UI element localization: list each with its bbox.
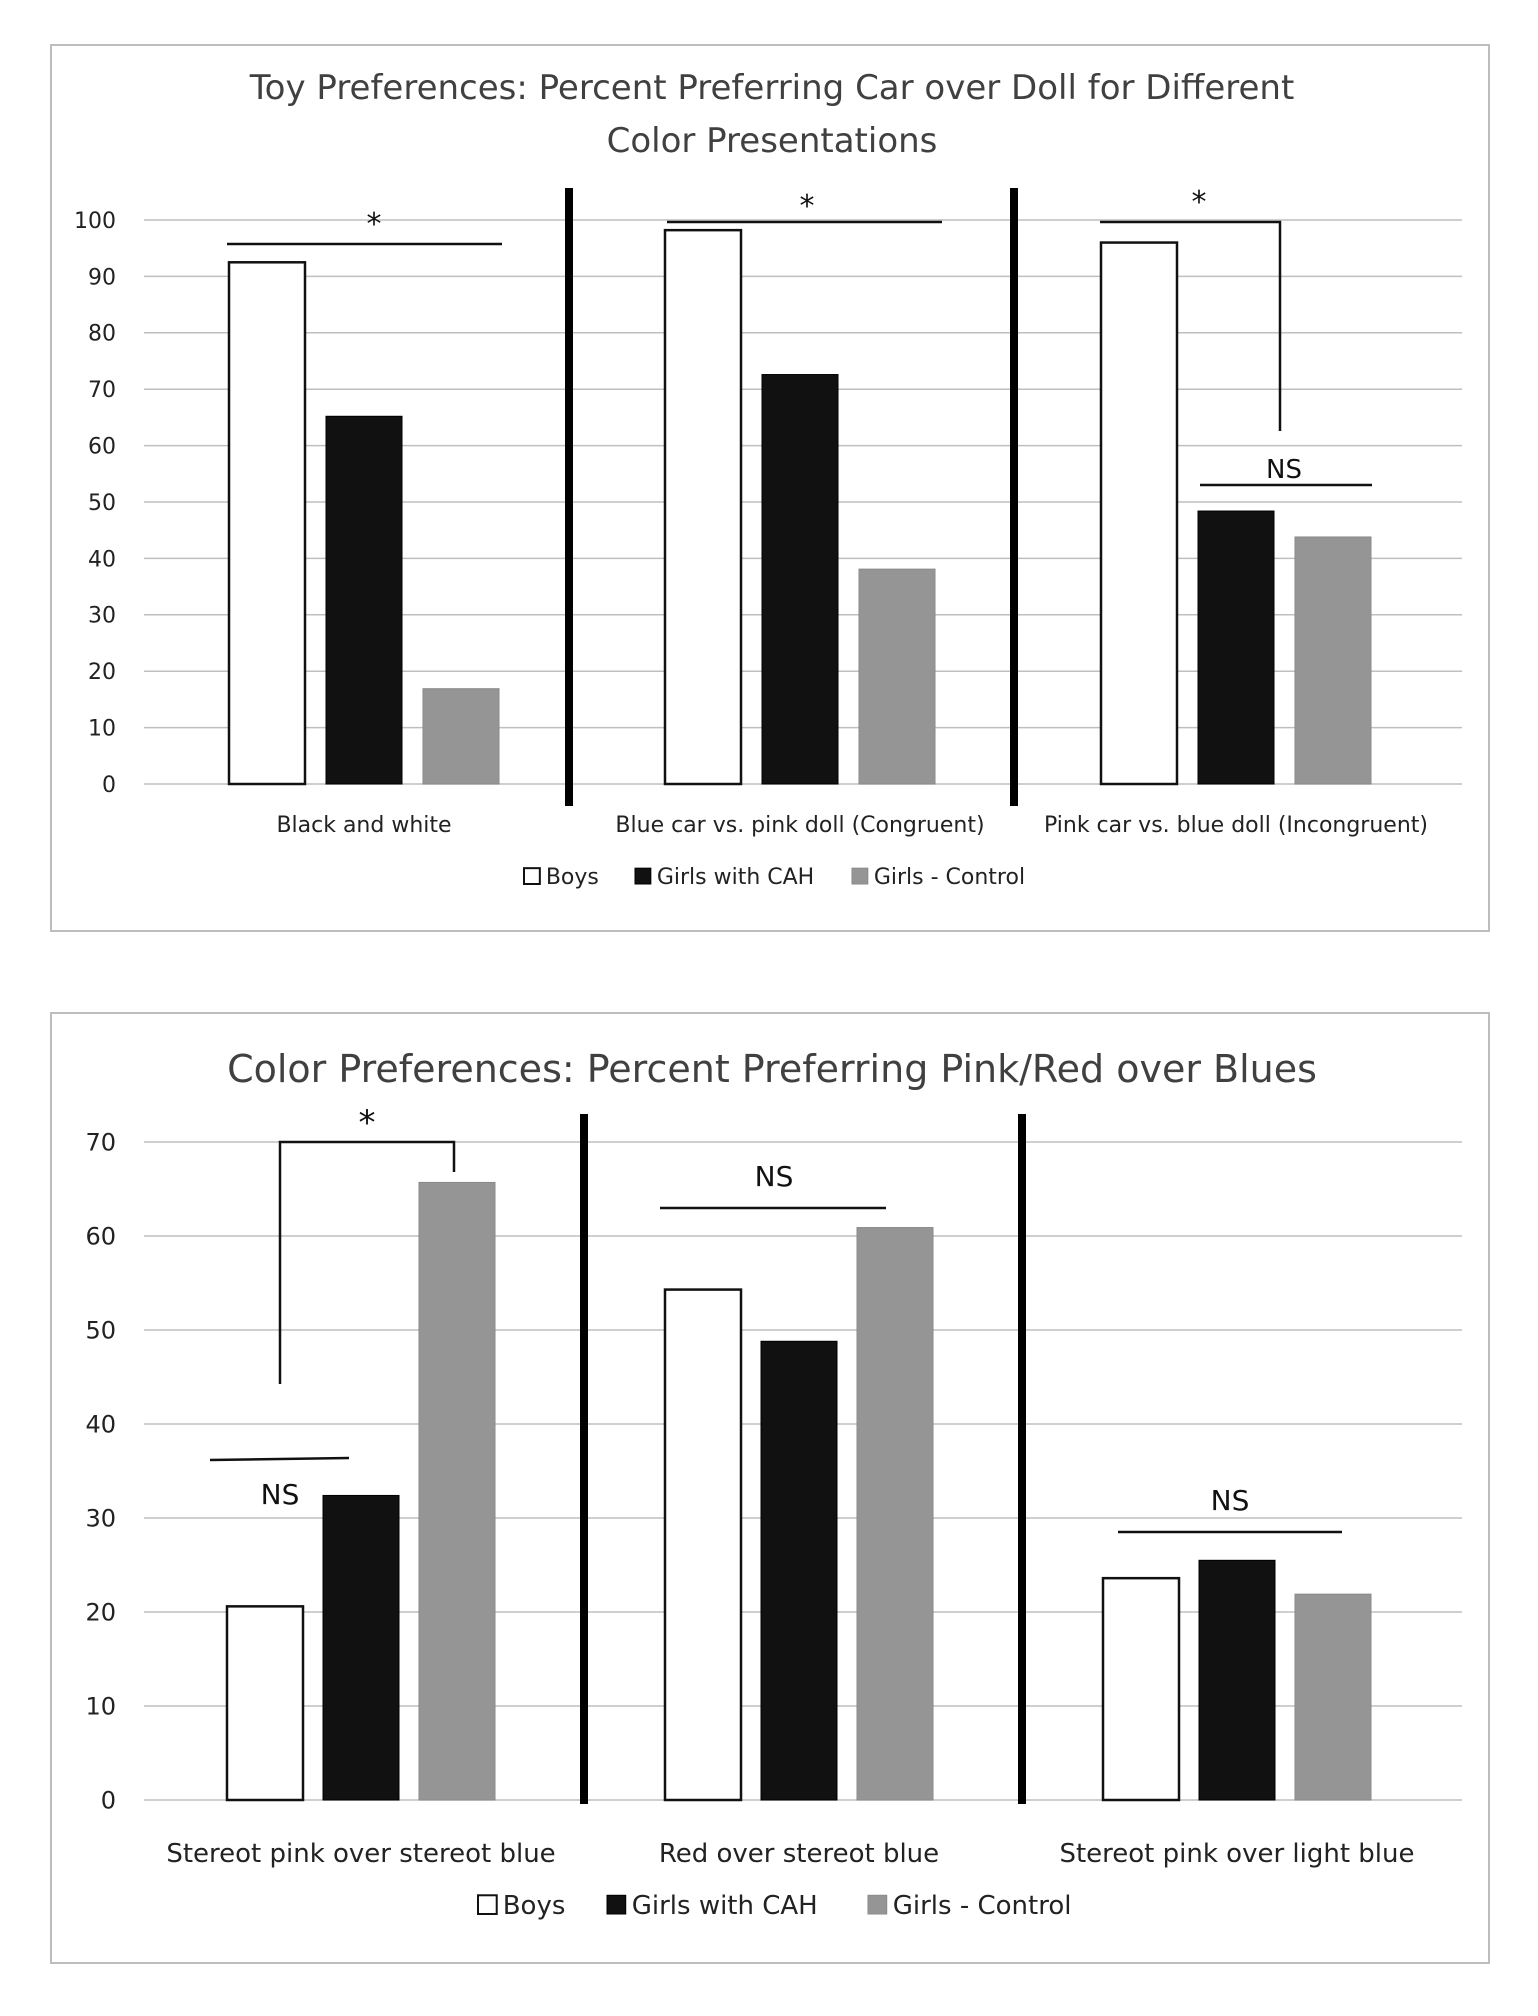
y-tick-label: 30 <box>88 604 116 629</box>
y-tick-label: 20 <box>85 1599 116 1627</box>
legend-swatch-boys <box>523 867 541 885</box>
not-significant-label: NS <box>1266 455 1302 485</box>
bar-cah-1 <box>760 1340 838 1801</box>
bar-control-2 <box>1294 1593 1372 1801</box>
bar-cah-2 <box>1197 510 1275 785</box>
bar-boys-2 <box>1099 241 1179 786</box>
x-category-label: Pink car vs. blue doll (Incongruent) <box>1044 813 1428 838</box>
color-preferences-chart: Color Preferences: Percent Preferring Pi… <box>85 1047 1462 1921</box>
y-tick-label: 20 <box>88 660 116 685</box>
not-significant-label: NS <box>755 1160 794 1193</box>
bar-cah-2 <box>1198 1559 1276 1801</box>
bar-control-1 <box>856 1227 934 1801</box>
y-tick-label: 0 <box>102 773 116 798</box>
toy-preferences-chart: Toy Preferences: Percent Preferring Car … <box>74 68 1462 890</box>
significance-asterisk: * <box>367 207 382 242</box>
y-tick-label: 50 <box>85 1317 116 1345</box>
legend-label-control: Girls - Control <box>893 1891 1072 1921</box>
bar-boys-1 <box>663 1288 743 1802</box>
toy-preferences-chart-panel: Toy Preferences: Percent Preferring Car … <box>50 44 1490 932</box>
y-tick-label: 70 <box>85 1129 116 1157</box>
bar-cah-0 <box>322 1494 400 1801</box>
legend-label-boys: Boys <box>546 865 599 890</box>
bar-boys-1 <box>663 228 743 786</box>
bar-boys-0 <box>225 1605 305 1802</box>
legend-swatch-cah <box>634 867 652 885</box>
significance-asterisk: * <box>800 189 815 224</box>
legend-swatch-cah <box>606 1894 627 1915</box>
legend-label-control: Girls - Control <box>874 865 1025 890</box>
not-significant-label: NS <box>261 1478 300 1511</box>
x-category-label: Stereot pink over stereot blue <box>166 1839 555 1869</box>
y-tick-label: 0 <box>101 1787 116 1815</box>
x-category-label: Stereot pink over light blue <box>1059 1839 1414 1869</box>
y-tick-label: 60 <box>88 435 116 460</box>
y-tick-label: 60 <box>85 1223 116 1251</box>
y-tick-label: 90 <box>88 265 116 290</box>
chart-title: Color Preferences: Percent Preferring Pi… <box>227 1047 1317 1091</box>
legend-swatch-boys <box>477 1894 498 1916</box>
legend-swatch-control <box>867 1894 888 1915</box>
bar-cah-1 <box>761 374 839 785</box>
legend-swatch-control <box>851 867 869 885</box>
bar-boys-2 <box>1101 1576 1181 1802</box>
bar-cah-0 <box>325 415 403 785</box>
y-tick-label: 10 <box>88 717 116 742</box>
legend-label-boys: Boys <box>503 1891 566 1921</box>
y-tick-label: 100 <box>74 209 116 234</box>
significance-bracket <box>1100 220 1282 431</box>
chart-title: Toy Preferences: Percent Preferring Car … <box>249 68 1295 108</box>
color-preferences-chart-panel: Color Preferences: Percent Preferring Pi… <box>50 1012 1490 1964</box>
x-category-label: Red over stereot blue <box>659 1839 939 1869</box>
bar-control-2 <box>1294 536 1372 785</box>
x-category-label: Black and white <box>276 813 451 838</box>
significance-asterisk: * <box>1192 185 1207 220</box>
bar-control-1 <box>858 568 936 785</box>
chart-title: Color Presentations <box>607 121 938 161</box>
significance-bracket <box>278 1140 456 1384</box>
bar-control-0 <box>422 688 500 785</box>
y-tick-label: 30 <box>85 1505 116 1533</box>
y-tick-label: 40 <box>88 547 116 572</box>
y-tick-label: 50 <box>88 491 116 516</box>
y-tick-label: 10 <box>85 1693 116 1721</box>
legend-label-cah: Girls with CAH <box>657 865 814 890</box>
legend-label-cah: Girls with CAH <box>632 1891 818 1921</box>
y-tick-label: 40 <box>85 1411 116 1439</box>
y-tick-label: 80 <box>88 322 116 347</box>
significance-asterisk: * <box>359 1103 376 1143</box>
not-significant-label: NS <box>1211 1484 1250 1517</box>
bar-boys-0 <box>227 261 307 786</box>
bar-control-0 <box>418 1181 496 1801</box>
significance-bracket <box>209 1456 350 1462</box>
x-category-label: Blue car vs. pink doll (Congruent) <box>615 813 984 838</box>
y-tick-label: 70 <box>88 378 116 403</box>
